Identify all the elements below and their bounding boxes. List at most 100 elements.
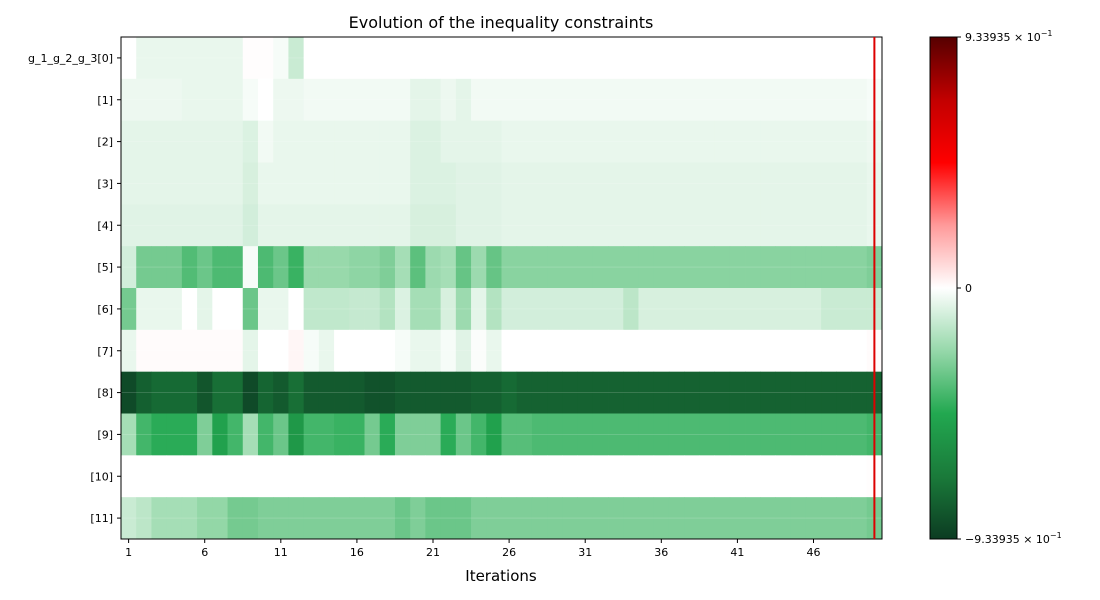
heatmap-cell: [760, 497, 776, 540]
heatmap-cell: [851, 162, 868, 205]
heatmap-cell: [805, 162, 822, 205]
heatmap-cell: [151, 288, 168, 331]
heatmap-cell: [516, 455, 533, 498]
heatmap-cell: [699, 455, 715, 498]
heatmap-cell: [166, 288, 183, 331]
heatmap-cell: [136, 329, 152, 373]
heatmap-cell: [608, 497, 624, 540]
heatmap-cell: [592, 78, 609, 122]
heatmap-cell: [334, 78, 350, 122]
heatmap-cell: [136, 288, 152, 331]
heatmap-cell: [440, 120, 457, 163]
heatmap-cell: [121, 413, 137, 456]
heatmap-cell: [638, 455, 655, 498]
heatmap-cell: [379, 120, 396, 163]
heatmap-cell: [516, 78, 533, 122]
heatmap-cell: [242, 497, 259, 540]
heatmap-cell: [821, 371, 837, 414]
heatmap-cell: [851, 288, 868, 331]
heatmap-cell: [653, 497, 670, 540]
heatmap-cell: [303, 78, 320, 122]
heatmap-cell: [257, 455, 274, 498]
heatmap-cell: [562, 246, 578, 289]
chart-title: Evolution of the inequality constraints: [349, 13, 654, 32]
heatmap-cell: [699, 497, 715, 540]
heatmap-cell: [516, 329, 533, 373]
heatmap-cell: [775, 413, 792, 456]
heatmap-cell: [638, 246, 655, 289]
heatmap-cell: [318, 329, 335, 373]
heatmap-cell: [714, 120, 731, 163]
heatmap-cell: [334, 371, 350, 414]
heatmap-cell: [288, 120, 305, 163]
heatmap-cell: [121, 120, 137, 163]
heatmap-cell: [486, 413, 502, 456]
heatmap-cell: [136, 246, 152, 289]
heatmap-cell: [623, 329, 639, 373]
heatmap-cell: [836, 329, 852, 373]
heatmap-cell: [577, 37, 594, 80]
heatmap-cell: [805, 455, 822, 498]
heatmap-cell: [364, 497, 381, 540]
heatmap-cell: [531, 204, 548, 247]
heatmap-cell: [471, 371, 487, 414]
heatmap-cell: [653, 288, 670, 331]
heatmap-cell: [349, 162, 365, 205]
heatmap-cell: [684, 329, 700, 373]
heatmap-cell: [410, 455, 426, 498]
heatmap-cell: [273, 371, 289, 414]
heatmap-cell: [516, 204, 533, 247]
heatmap-cell: [608, 288, 624, 331]
heatmap-cell: [745, 204, 761, 247]
heatmap-cell: [592, 204, 609, 247]
heatmap-cell: [623, 455, 639, 498]
heatmap-cell: [486, 497, 502, 540]
heatmap-cell: [440, 455, 457, 498]
heatmap-cell: [684, 37, 700, 80]
heatmap-cell: [455, 162, 472, 205]
heatmap-cell: [425, 497, 442, 540]
heatmap-cell: [181, 455, 198, 498]
heatmap-cell: [638, 371, 655, 414]
heatmap-cell: [775, 204, 792, 247]
heatmap-cell: [318, 288, 335, 331]
heatmap-cell: [805, 329, 822, 373]
x-tick-label: 26: [502, 546, 516, 559]
heatmap-cell: [440, 497, 457, 540]
heatmap-cell: [166, 37, 183, 80]
colorbar-tick-label: 0: [965, 282, 972, 295]
heatmap-cell: [608, 204, 624, 247]
heatmap-cell: [623, 246, 639, 289]
heatmap-cell: [257, 288, 274, 331]
colorbar-tick-label: 9.33935 × 10−1: [965, 29, 1053, 44]
heatmap-cell: [562, 204, 578, 247]
heatmap-cell: [805, 120, 822, 163]
heatmap-cell: [547, 288, 563, 331]
heatmap-cell: [592, 413, 609, 456]
heatmap-cell: [273, 78, 289, 122]
heatmap-cell: [197, 37, 213, 80]
heatmap-cell: [623, 37, 639, 80]
heatmap-cell: [714, 246, 731, 289]
heatmap-cell: [288, 288, 305, 331]
heatmap-cell: [349, 497, 365, 540]
heatmap-cell: [394, 78, 411, 122]
heatmap-cell: [440, 371, 457, 414]
heatmap-cell: [851, 329, 868, 373]
heatmap-cell: [684, 78, 700, 122]
heatmap-cell: [181, 37, 198, 80]
heatmap-cell: [577, 497, 594, 540]
heatmap-cell: [501, 162, 518, 205]
heatmap-cell: [303, 204, 320, 247]
heatmap-cell: [775, 37, 792, 80]
heatmap-cell: [638, 329, 655, 373]
heatmap-cell: [775, 78, 792, 122]
heatmap-cell: [501, 413, 518, 456]
heatmap-cell: [471, 120, 487, 163]
heatmap-cell: [836, 288, 852, 331]
heatmap-cell: [547, 246, 563, 289]
heatmap-cell: [714, 329, 731, 373]
heatmap-cell: [547, 162, 563, 205]
heatmap-cell: [653, 78, 670, 122]
heatmap-cell: [212, 162, 228, 205]
